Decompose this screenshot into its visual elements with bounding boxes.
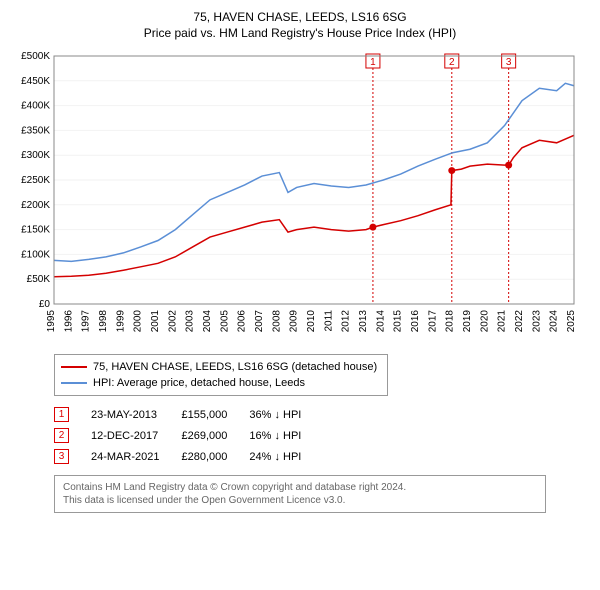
svg-text:£350K: £350K [21, 125, 50, 136]
footer-line: This data is licensed under the Open Gov… [63, 494, 537, 507]
svg-text:2004: 2004 [202, 310, 213, 333]
svg-text:2023: 2023 [531, 310, 542, 333]
svg-text:2017: 2017 [427, 310, 438, 333]
annotation-diff: 24% ↓ HPI [249, 446, 323, 467]
svg-text:£400K: £400K [21, 101, 50, 112]
annotation-diff: 36% ↓ HPI [249, 404, 323, 425]
svg-text:2018: 2018 [445, 310, 456, 333]
annotation-date: 23-MAY-2013 [91, 404, 181, 425]
svg-text:2003: 2003 [185, 310, 196, 333]
annotation-price: £280,000 [181, 446, 249, 467]
svg-text:£50K: £50K [27, 274, 51, 285]
svg-text:3: 3 [506, 57, 512, 68]
svg-text:£150K: £150K [21, 225, 50, 236]
svg-text:2022: 2022 [514, 310, 525, 333]
svg-text:2007: 2007 [254, 310, 265, 333]
svg-text:1997: 1997 [81, 310, 92, 333]
svg-text:2021: 2021 [497, 310, 508, 333]
svg-text:2016: 2016 [410, 310, 421, 333]
footer-line: Contains HM Land Registry data © Crown c… [63, 481, 537, 494]
svg-text:£100K: £100K [21, 249, 50, 260]
svg-text:1998: 1998 [98, 310, 109, 333]
svg-text:2009: 2009 [289, 310, 300, 333]
svg-text:2011: 2011 [323, 310, 334, 332]
annotation-diff: 16% ↓ HPI [249, 425, 323, 446]
annotation-badge: 1 [54, 407, 69, 422]
svg-text:2000: 2000 [133, 310, 144, 333]
annotation-date: 24-MAR-2021 [91, 446, 181, 467]
svg-text:£200K: £200K [21, 200, 50, 211]
svg-text:2024: 2024 [549, 310, 560, 333]
svg-text:2015: 2015 [393, 310, 404, 333]
chart-container: 75, HAVEN CHASE, LEEDS, LS16 6SG Price p… [8, 10, 592, 513]
annotation-badge: 3 [54, 449, 69, 464]
svg-text:£450K: £450K [21, 76, 50, 87]
legend: 75, HAVEN CHASE, LEEDS, LS16 6SG (detach… [54, 354, 388, 396]
legend-item: 75, HAVEN CHASE, LEEDS, LS16 6SG (detach… [61, 359, 377, 375]
svg-text:2020: 2020 [479, 310, 490, 333]
annotation-row: 1 23-MAY-2013£155,00036% ↓ HPI [54, 404, 323, 425]
svg-text:2005: 2005 [219, 310, 230, 333]
legend-swatch [61, 366, 87, 368]
svg-text:1999: 1999 [115, 310, 126, 333]
annotations-table: 1 23-MAY-2013£155,00036% ↓ HPI 2 12-DEC-201… [54, 404, 323, 467]
svg-text:2019: 2019 [462, 310, 473, 333]
annotation-price: £155,000 [181, 404, 249, 425]
legend-label: HPI: Average price, detached house, Leed… [93, 377, 305, 389]
legend-swatch [61, 382, 87, 384]
svg-text:1: 1 [370, 57, 376, 68]
svg-text:2006: 2006 [237, 310, 248, 333]
legend-label: 75, HAVEN CHASE, LEEDS, LS16 6SG (detach… [93, 361, 377, 373]
svg-text:1996: 1996 [63, 310, 74, 333]
svg-text:2025: 2025 [566, 310, 577, 333]
svg-text:£300K: £300K [21, 150, 50, 161]
annotation-date: 12-DEC-2017 [91, 425, 181, 446]
svg-text:2010: 2010 [306, 310, 317, 333]
legend-item: HPI: Average price, detached house, Leed… [61, 375, 377, 391]
attribution-footer: Contains HM Land Registry data © Crown c… [54, 475, 546, 513]
svg-text:£0: £0 [39, 299, 51, 310]
svg-text:2012: 2012 [341, 310, 352, 333]
annotation-row: 3 24-MAR-2021£280,00024% ↓ HPI [54, 446, 323, 467]
svg-text:£500K: £500K [21, 51, 50, 62]
svg-text:2014: 2014 [375, 310, 386, 333]
annotation-badge: 2 [54, 428, 69, 443]
chart-svg: £0 £50K £100K £150K £200K £250K £300K £350K £400… [8, 46, 592, 346]
svg-text:1995: 1995 [46, 310, 57, 333]
title-block: 75, HAVEN CHASE, LEEDS, LS16 6SG Price p… [8, 10, 592, 40]
svg-text:2002: 2002 [167, 310, 178, 333]
plot-area: £0 £50K £100K £150K £200K £250K £300K £350K £400… [8, 46, 592, 346]
chart-subtitle: Price paid vs. HM Land Registry's House … [8, 26, 592, 40]
annotation-row: 2 12-DEC-2017£269,00016% ↓ HPI [54, 425, 323, 446]
svg-text:2: 2 [449, 57, 455, 68]
svg-text:2001: 2001 [150, 310, 161, 333]
annotation-price: £269,000 [181, 425, 249, 446]
svg-text:2013: 2013 [358, 310, 369, 333]
chart-title: 75, HAVEN CHASE, LEEDS, LS16 6SG [8, 10, 592, 24]
svg-text:2008: 2008 [271, 310, 282, 333]
svg-text:£250K: £250K [21, 175, 50, 186]
